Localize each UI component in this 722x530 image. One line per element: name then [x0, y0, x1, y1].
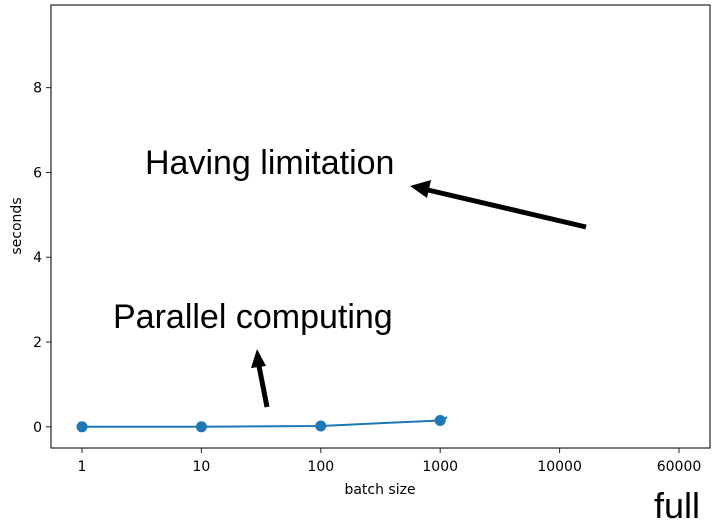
- data-point: [315, 420, 327, 432]
- annotation-parallel-computing: Parallel computing: [113, 298, 393, 336]
- arrow-limitation-head: [410, 180, 431, 198]
- y-tick-label: 8: [33, 81, 42, 97]
- x-tick-label: 100: [307, 459, 334, 475]
- arrow-limitation: [427, 187, 587, 230]
- x-tick-label: 10: [192, 459, 210, 475]
- series-line-partial: [439, 416, 448, 423]
- y-tick-label: 6: [33, 165, 42, 181]
- arrow-parallel: [256, 365, 270, 408]
- series-line: [82, 419, 441, 428]
- x-tick-label: 1: [78, 459, 87, 475]
- corner-label-full: full: [654, 485, 700, 526]
- y-axis-label: seconds: [9, 197, 25, 254]
- x-tick-label: 10000: [537, 459, 582, 475]
- data-point: [434, 414, 446, 426]
- x-axis-label: batch size: [344, 482, 415, 498]
- y-tick-label: 2: [33, 335, 42, 351]
- data-point: [195, 421, 207, 433]
- y-tick-label: 4: [33, 250, 42, 266]
- data-point: [76, 421, 88, 433]
- x-tick-label: 1000: [422, 459, 458, 475]
- y-tick-label: 0: [33, 420, 42, 436]
- plot-frame: [50, 4, 711, 449]
- arrow-parallel-head: [251, 349, 266, 368]
- annotation-having-limitation: Having limitation: [145, 144, 394, 182]
- x-tick-label: 60000: [657, 459, 702, 475]
